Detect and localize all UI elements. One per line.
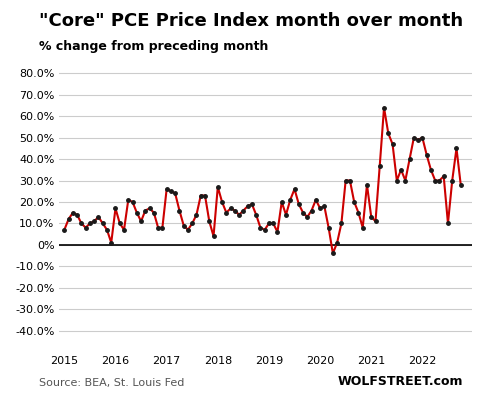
Text: % change from preceding month: % change from preceding month [39, 40, 268, 53]
Text: "Core" PCE Price Index month over month: "Core" PCE Price Index month over month [39, 12, 463, 30]
Text: WOLFSTREET.com: WOLFSTREET.com [337, 375, 463, 388]
Text: Source: BEA, St. Louis Fed: Source: BEA, St. Louis Fed [39, 378, 185, 388]
